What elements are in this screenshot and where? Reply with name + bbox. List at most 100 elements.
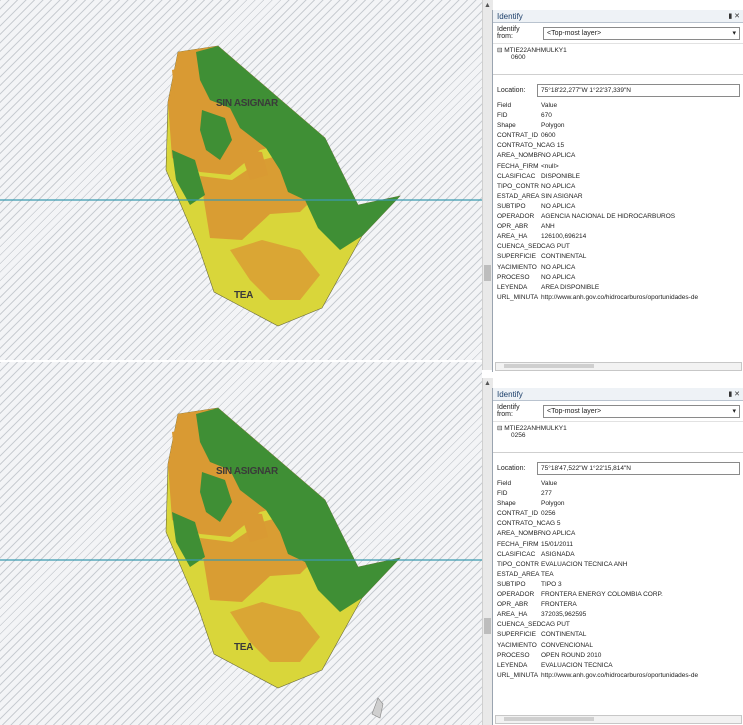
polygon-green-zone[interactable] bbox=[196, 408, 400, 612]
map-canvas-top[interactable] bbox=[0, 0, 482, 360]
field-name: CLASIFICAC bbox=[497, 172, 536, 180]
tree-child[interactable]: 0256 bbox=[511, 432, 526, 439]
field-name: LEYENDA bbox=[497, 661, 528, 669]
map-view-top[interactable]: SIN ASIGNAR TEA bbox=[0, 0, 482, 360]
identify-from-label: Identify from: bbox=[497, 26, 520, 40]
table-row[interactable]: SUBTIPO TIPO 3 bbox=[497, 580, 740, 590]
tree-child[interactable]: 0600 bbox=[511, 54, 526, 61]
table-row[interactable]: AREA_HA 126100,696214 bbox=[497, 232, 740, 242]
table-row[interactable]: CONTRAT_ID 0600 bbox=[497, 131, 740, 141]
table-row[interactable]: OPR_ABR ANH bbox=[497, 222, 740, 232]
table-row[interactable]: YACIMIENTO CONVENCIONAL bbox=[497, 641, 740, 651]
table-row[interactable]: LEYENDA AREA DISPONIBLE bbox=[497, 283, 740, 293]
identify-from-value: <Top-most layer> bbox=[547, 29, 602, 37]
table-row[interactable]: AREA_NOMBR NO APLICA bbox=[497, 529, 740, 539]
scroll-up-arrow-icon[interactable]: ▲ bbox=[484, 380, 491, 387]
table-row[interactable]: TIPO_CONTR EVALUACION TECNICA ANH bbox=[497, 560, 740, 570]
pin-close-icon[interactable]: ▮ ✕ bbox=[728, 391, 740, 398]
field-value: Polygon bbox=[541, 122, 565, 130]
pin-close-icon[interactable]: ▮ ✕ bbox=[728, 13, 740, 20]
chevron-down-icon[interactable]: ▾ bbox=[732, 408, 736, 415]
panel-scrollbar-bottom[interactable]: ▲ bbox=[482, 378, 493, 725]
identify-from-select[interactable]: <Top-most layer> ▾ bbox=[543, 26, 740, 40]
table-row[interactable]: CONTRATO_N CAG 15 bbox=[497, 141, 740, 151]
field-name: OPERADOR bbox=[497, 591, 535, 599]
table-row[interactable]: CLASIFICAC ASIGNADA bbox=[497, 550, 740, 560]
table-row[interactable]: SUPERFICIE CONTINENTAL bbox=[497, 252, 740, 262]
field-name: OPERADOR bbox=[497, 213, 535, 221]
field-name: AREA_HA bbox=[497, 611, 528, 619]
table-row[interactable]: CUENCA_SED CAG PUT bbox=[497, 242, 740, 252]
table-row[interactable]: AREA_NOMBR NO APLICA bbox=[497, 151, 740, 161]
location-label: Location: bbox=[497, 464, 526, 472]
field-value: 15/01/2011 bbox=[541, 540, 574, 548]
location-field[interactable]: 75°18'47,522"W 1°22'15,814"N bbox=[537, 461, 740, 475]
field-name: OPR_ABR bbox=[497, 223, 529, 231]
tree-node[interactable]: ⊟ MTIE22ANHMULKY1 bbox=[497, 425, 567, 432]
identify-title-bar[interactable]: Identify ▮ ✕ bbox=[493, 10, 743, 23]
table-row[interactable]: FECHA_FIRM 15/01/2011 bbox=[497, 540, 740, 550]
field-name: CLASIFICAC bbox=[497, 550, 536, 558]
table-row[interactable]: ESTAD_AREA TEA bbox=[497, 570, 740, 580]
field-value: CAG PUT bbox=[541, 243, 570, 251]
map-view-bottom[interactable]: SIN ASIGNAR TEA bbox=[0, 362, 482, 725]
table-row[interactable]: LEYENDA EVALUACION TECNICA bbox=[497, 661, 740, 671]
table-row[interactable]: URL_MINUTA http://www.anh.gov.co/hidrocar… bbox=[497, 671, 740, 681]
field-name: URL_MINUTA bbox=[497, 293, 539, 301]
field-name: AREA_HA bbox=[497, 233, 528, 241]
scrollbar-thumb[interactable] bbox=[484, 265, 491, 281]
table-row[interactable]: CONTRAT_ID 0256 bbox=[497, 509, 740, 519]
field-value: AREA DISPONIBLE bbox=[541, 283, 600, 291]
table-row[interactable]: ESTAD_AREA SIN ASIGNAR bbox=[497, 192, 740, 202]
field-value: NO APLICA bbox=[541, 273, 576, 281]
table-row[interactable]: PROCESO NO APLICA bbox=[497, 273, 740, 283]
field-value: NO APLICA bbox=[541, 263, 576, 271]
table-row[interactable]: OPERADOR FRONTERA ENERGY COLOMBIA CORP. bbox=[497, 590, 740, 600]
table-row[interactable]: FID 670 bbox=[497, 111, 740, 121]
tree-node[interactable]: ⊟ MTIE22ANHMULKY1 bbox=[497, 47, 567, 54]
table-row[interactable]: YACIMIENTO NO APLICA bbox=[497, 263, 740, 273]
table-row[interactable]: PROCESO OPEN ROUND 2010 bbox=[497, 651, 740, 661]
identify-title-bar[interactable]: Identify ▮ ✕ bbox=[493, 388, 743, 401]
field-value: TEA bbox=[541, 570, 554, 578]
horizontal-scrollbar[interactable] bbox=[495, 715, 742, 724]
results-tree[interactable]: ⊟ MTIE22ANHMULKY1 0256 bbox=[493, 421, 743, 453]
table-row[interactable]: CONTRATO_N CAG 5 bbox=[497, 519, 740, 529]
field-value: 0600 bbox=[541, 132, 556, 140]
identify-title: Identify bbox=[497, 11, 523, 21]
field-value: DISPONIBLE bbox=[541, 172, 581, 180]
results-tree[interactable]: ⊟ MTIE22ANHMULKY1 0600 bbox=[493, 43, 743, 75]
field-name: FECHA_FIRM bbox=[497, 540, 539, 548]
field-value: CAG 5 bbox=[541, 520, 561, 528]
table-row[interactable]: Shape Polygon bbox=[497, 121, 740, 131]
identify-from-select[interactable]: <Top-most layer> ▾ bbox=[543, 404, 740, 418]
chevron-down-icon[interactable]: ▾ bbox=[732, 30, 736, 37]
field-value: 372035,962595 bbox=[541, 611, 587, 619]
table-row[interactable]: FECHA_FIRM <null> bbox=[497, 162, 740, 172]
field-name: FID bbox=[497, 490, 508, 498]
table-row[interactable]: Shape Polygon bbox=[497, 499, 740, 509]
table-row[interactable]: FID 277 bbox=[497, 489, 740, 499]
field-value: SIN ASIGNAR bbox=[541, 192, 583, 200]
field-value: http://www.anh.gov.co/hidrocarburos/opor… bbox=[541, 671, 699, 679]
table-row[interactable]: SUBTIPO NO APLICA bbox=[497, 202, 740, 212]
scrollbar-thumb[interactable] bbox=[484, 618, 491, 634]
polygon-green-zone[interactable] bbox=[196, 46, 400, 250]
field-name: SUBTIPO bbox=[497, 202, 526, 210]
table-row[interactable]: OPERADOR AGENCIA NACIONAL DE HIDROCARBURO… bbox=[497, 212, 740, 222]
table-row[interactable]: CLASIFICAC DISPONIBLE bbox=[497, 172, 740, 182]
field-value: CAG PUT bbox=[541, 621, 570, 629]
table-row[interactable]: URL_MINUTA http://www.anh.gov.co/hidrocar… bbox=[497, 293, 740, 303]
horizontal-scrollbar[interactable] bbox=[495, 362, 742, 371]
field-value: FRONTERA ENERGY COLOMBIA CORP. bbox=[541, 591, 663, 599]
location-field[interactable]: 75°18'22,277"W 1°22'37,339"N bbox=[537, 83, 740, 97]
map-canvas-bottom[interactable] bbox=[0, 362, 482, 725]
table-row[interactable]: SUPERFICIE CONTINENTAL bbox=[497, 630, 740, 640]
table-row[interactable]: OPR_ABR FRONTERA bbox=[497, 600, 740, 610]
table-row[interactable]: TIPO_CONTR NO APLICA bbox=[497, 182, 740, 192]
table-row[interactable]: CUENCA_SED CAG PUT bbox=[497, 620, 740, 630]
table-row[interactable]: AREA_HA 372035,962595 bbox=[497, 610, 740, 620]
panel-scrollbar-top[interactable]: ▲ bbox=[482, 0, 493, 370]
scroll-up-arrow-icon[interactable]: ▲ bbox=[484, 2, 491, 9]
field-name: CONTRAT_ID bbox=[497, 132, 539, 140]
